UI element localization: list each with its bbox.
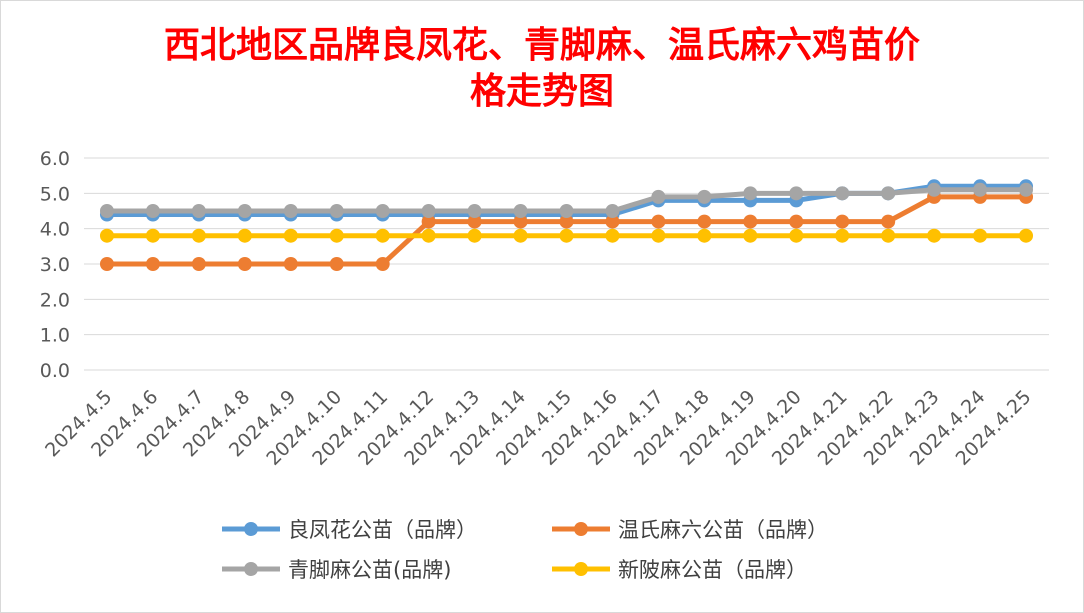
data-point	[99, 204, 114, 218]
data-point	[237, 228, 252, 243]
data-point	[513, 214, 528, 229]
data-point	[1019, 182, 1034, 197]
legend-label: 青脚麻公苗(品牌)	[288, 558, 451, 582]
y-tick-label: 3.0	[40, 254, 70, 276]
data-point	[237, 257, 252, 271]
legend: 良凤花公苗（品牌） 温氏麻六公苗（品牌） 青脚麻公苗(品牌) 新陂麻公苗（品牌）	[222, 518, 828, 582]
data-point	[697, 189, 712, 204]
y-tick-label: 6.0	[40, 148, 70, 170]
data-point	[467, 214, 482, 229]
series-4	[99, 228, 1034, 243]
data-point	[283, 257, 298, 271]
data-point	[743, 186, 758, 201]
data-point	[605, 228, 620, 243]
data-point	[835, 214, 850, 229]
data-point	[651, 189, 666, 204]
legend-swatch-marker	[574, 522, 588, 536]
data-point	[927, 182, 942, 197]
data-point	[651, 214, 666, 229]
data-point	[191, 228, 206, 243]
data-point	[651, 228, 666, 243]
data-point	[559, 228, 574, 243]
series-3	[99, 182, 1034, 218]
legend-label: 良凤花公苗（品牌）	[288, 518, 477, 542]
legend-swatch-marker	[574, 562, 588, 576]
data-point	[191, 257, 206, 271]
legend-label: 新陂麻公苗（品牌）	[618, 558, 807, 582]
data-point	[559, 214, 574, 229]
data-point	[605, 204, 620, 218]
y-tick-label: 5.0	[40, 183, 70, 205]
data-point	[789, 214, 804, 229]
data-point	[743, 228, 758, 243]
data-point	[513, 204, 528, 218]
data-point	[467, 228, 482, 243]
data-point	[697, 228, 712, 243]
data-point	[605, 214, 620, 229]
series-2	[99, 189, 1034, 271]
data-point	[421, 228, 436, 243]
data-point	[927, 228, 942, 243]
data-point	[467, 204, 482, 218]
data-point	[283, 204, 298, 218]
data-point	[1019, 228, 1034, 243]
data-point	[145, 228, 160, 243]
y-tick-label: 2.0	[40, 289, 70, 311]
chart-title-line1: 西北地区品牌良凤花、青脚麻、温氏麻六鸡苗价	[163, 24, 920, 66]
data-point	[835, 186, 850, 201]
legend-entry: 新陂麻公苗（品牌）	[552, 558, 807, 582]
legend-entry: 青脚麻公苗(品牌)	[222, 558, 451, 582]
data-point	[329, 204, 344, 218]
y-tick-label: 1.0	[40, 325, 70, 347]
data-point	[145, 257, 160, 271]
y-tick-label: 4.0	[40, 219, 70, 241]
series-group	[99, 179, 1034, 271]
legend-entry: 温氏麻六公苗（品牌）	[552, 518, 828, 542]
legend-entry: 良凤花公苗（品牌）	[222, 518, 477, 542]
x-axis-ticks: 2024.4.52024.4.62024.4.72024.4.82024.4.9…	[41, 386, 1035, 470]
data-point	[329, 228, 344, 243]
data-point	[881, 228, 896, 243]
data-point	[421, 214, 436, 229]
data-point	[697, 214, 712, 229]
data-point	[559, 204, 574, 218]
data-point	[421, 204, 436, 218]
data-point	[789, 228, 804, 243]
data-point	[191, 204, 206, 218]
chart-title: 西北地区品牌良凤花、青脚麻、温氏麻六鸡苗价 格走势图	[0, 22, 1084, 114]
data-point	[881, 214, 896, 229]
data-point	[789, 186, 804, 201]
chart-title-line2: 格走势图	[469, 70, 614, 112]
data-point	[835, 228, 850, 243]
data-point	[99, 228, 114, 243]
data-point	[375, 204, 390, 218]
legend-swatch-marker	[244, 562, 258, 576]
data-point	[145, 204, 160, 218]
data-point	[513, 228, 528, 243]
data-point	[237, 204, 252, 218]
data-point	[973, 228, 988, 243]
data-point	[99, 257, 114, 271]
data-point	[743, 214, 758, 229]
legend-label: 温氏麻六公苗（品牌）	[618, 518, 828, 542]
data-point	[375, 257, 390, 271]
y-tick-label: 0.0	[40, 360, 70, 382]
y-axis-ticks: 0.0 1.0 2.0 3.0 4.0 5.0 6.0	[40, 148, 70, 382]
data-point	[329, 257, 344, 271]
data-point	[375, 228, 390, 243]
data-point	[881, 186, 896, 201]
data-point	[283, 228, 298, 243]
legend-swatch-marker	[244, 522, 258, 536]
data-point	[973, 182, 988, 197]
